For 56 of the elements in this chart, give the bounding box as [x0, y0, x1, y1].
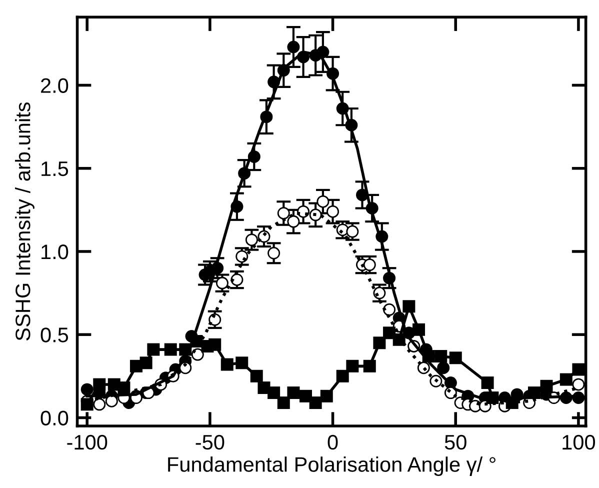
point [412, 323, 426, 336]
point [383, 326, 396, 340]
point [434, 350, 448, 362]
point [208, 338, 222, 351]
point [402, 300, 416, 313]
point [383, 303, 396, 316]
point [268, 386, 280, 400]
point [93, 378, 106, 391]
point [540, 380, 553, 392]
x-tick-label: 100 [562, 434, 596, 450]
y-tick-label: 1.0 [42, 244, 68, 260]
x-axis-title: Fundamental Polarisation Angle γ/ ° [168, 456, 496, 476]
point [326, 205, 340, 218]
point [230, 273, 244, 286]
x-tick-label: 50 [444, 434, 466, 450]
point [268, 246, 280, 260]
point [373, 336, 386, 350]
point [320, 390, 333, 402]
point [363, 360, 376, 372]
point [277, 396, 290, 409]
point [287, 215, 300, 228]
point [437, 362, 450, 374]
point [572, 378, 585, 391]
x-tick-label: 0 [328, 434, 338, 450]
x-tick-label: -50 [196, 434, 224, 450]
y-tick-label: 0.0 [40, 410, 68, 426]
y-tick-label: 1.5 [42, 162, 68, 176]
point [287, 40, 300, 54]
point [481, 376, 494, 390]
point [80, 383, 94, 396]
point [449, 352, 462, 364]
point [250, 370, 263, 382]
point [572, 363, 585, 376]
point [336, 370, 349, 382]
point [220, 358, 234, 371]
point [430, 374, 442, 388]
y-axis-title: SSHG Intensity / arb.units [15, 102, 34, 340]
x-tick-label: -100 [67, 434, 108, 450]
point [363, 258, 376, 272]
point [80, 398, 94, 411]
point [236, 356, 248, 370]
point [164, 343, 177, 356]
point [245, 234, 258, 246]
point [140, 356, 152, 370]
point [300, 390, 312, 402]
point [287, 386, 300, 400]
point [93, 398, 106, 411]
point [309, 396, 322, 409]
point [309, 208, 322, 222]
point [316, 195, 330, 208]
point [147, 343, 160, 356]
point [560, 373, 572, 386]
point [277, 206, 290, 220]
y-tick-label: 2.0 [41, 78, 68, 93]
point [346, 360, 359, 372]
y-tick-label: 0.5 [40, 328, 68, 342]
